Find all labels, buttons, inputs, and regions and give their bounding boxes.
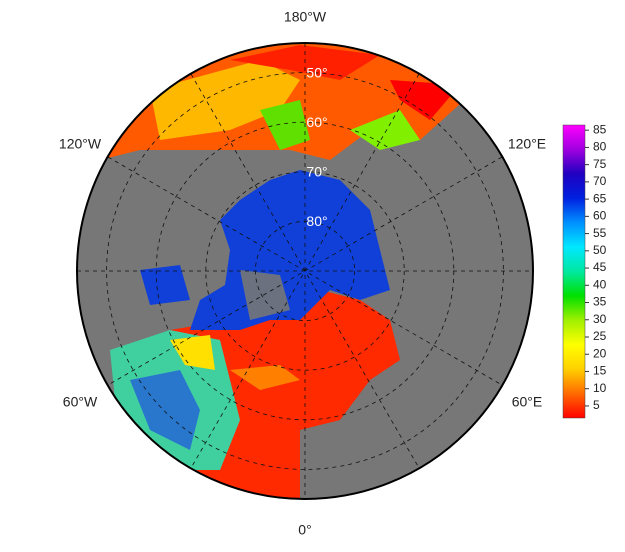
colorbar [562, 124, 586, 419]
lat-label: 80° [306, 213, 327, 229]
colorbar-tick-label: 10 [593, 381, 607, 395]
parallel [106, 72, 504, 470]
lon-label: 120°E [508, 136, 546, 152]
colorbar-tick-label: 70 [593, 174, 607, 188]
graticule [77, 43, 533, 499]
sea-ice-region [170, 335, 215, 370]
land [240, 270, 290, 320]
colorbar-tick-label: 5 [593, 398, 600, 412]
parallel [155, 121, 455, 421]
sea-ice-region [260, 100, 310, 150]
sea-ice-region [150, 60, 300, 140]
colorbar-tick-label: 30 [593, 312, 607, 326]
sea-ice-region [130, 370, 200, 450]
colorbar-tick-label: 25 [593, 329, 607, 343]
colorbar-tick-label: 35 [593, 295, 607, 309]
parallel [254, 220, 355, 321]
colorbar-tick-label: 80 [593, 140, 607, 154]
colorbar-tick-label: 75 [593, 157, 607, 171]
lon-label: 120°W [59, 136, 102, 152]
colorbar-tick-label: 65 [593, 191, 607, 205]
sea-ice-region [230, 365, 300, 390]
lon-label: 60°W [63, 394, 98, 410]
lon-label: 60°E [512, 394, 543, 410]
colorbar-tick-label: 15 [593, 364, 607, 378]
lat-label: 50° [306, 64, 327, 80]
map-border [76, 42, 534, 500]
colorbar-tick-label: 45 [593, 260, 607, 274]
lon-label: 0° [298, 522, 311, 538]
parallel [205, 171, 405, 371]
sea-ice-region [350, 110, 420, 150]
map-disk [77, 43, 533, 499]
lat-label: 70° [306, 164, 327, 180]
lon-label: 180°W [284, 9, 327, 25]
colorbar-tick-label: 60 [593, 209, 607, 223]
colorbar-tick-label: 85 [593, 122, 607, 136]
meridian [107, 156, 503, 386]
lat-label: 60° [306, 114, 327, 130]
colorbar-tick-label: 55 [593, 226, 607, 240]
sea-ice-region [140, 265, 190, 305]
colorbar-tick-label: 50 [593, 243, 607, 257]
sea-ice-region [190, 170, 390, 330]
colorbar-tick-label: 20 [593, 346, 607, 360]
colorbar-tick-label: 40 [593, 277, 607, 291]
